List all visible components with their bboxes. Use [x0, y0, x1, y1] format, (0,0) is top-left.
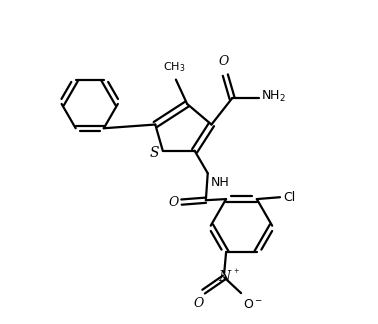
Text: Cl: Cl: [283, 191, 295, 204]
Text: NH: NH: [211, 176, 229, 189]
Text: S: S: [150, 145, 159, 160]
Text: CH$_3$: CH$_3$: [163, 60, 185, 74]
Text: NH$_2$: NH$_2$: [261, 89, 286, 104]
Text: O: O: [218, 55, 229, 68]
Text: O: O: [169, 196, 179, 209]
Text: O: O: [194, 297, 204, 310]
Text: $^+$: $^+$: [232, 268, 241, 278]
Text: O$^-$: O$^-$: [243, 298, 263, 311]
Text: N: N: [218, 271, 230, 284]
